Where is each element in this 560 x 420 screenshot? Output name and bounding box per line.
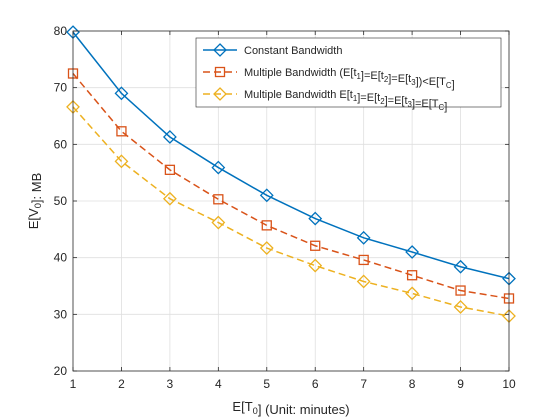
series-line: [72, 31, 510, 280]
legend-box: [195, 37, 502, 108]
x-tick-label: 4: [215, 377, 222, 391]
tick-labels: 1 2 3 4 5 6 7 8 9 10 20 30 40 50 60 70 80: [54, 24, 516, 391]
legend-label-2-part-2: ]=E[t: [385, 95, 408, 107]
data-point: [358, 254, 369, 266]
x-tick-label: 2: [118, 377, 125, 391]
data-point: [356, 274, 371, 289]
legend-label-1-part-4: ]: [452, 79, 455, 91]
y-axis-label-part-0: E[V: [26, 208, 41, 229]
series-line: [72, 106, 510, 317]
legend-label-1: Multiple Bandwidth (E[t1]=E[t2]=E[t3])<E…: [244, 67, 455, 91]
legend-label-2: Multiple Bandwidth E[t1]=E[t2]=E[t3]=E[T…: [244, 89, 447, 113]
legend-label-0-part-0: Constant Bandwidth: [244, 45, 342, 57]
data-point: [405, 286, 420, 301]
x-tick-label: 6: [312, 377, 319, 391]
legend-marker-1: [214, 66, 226, 78]
legend-label-2-part-1: ]=E[t: [357, 92, 380, 104]
data-point: [211, 215, 226, 230]
legend: Constant Bandwidth Multiple Bandwidth (E[…: [195, 37, 502, 113]
x-tick-label: 10: [502, 377, 516, 391]
y-tick-label: 20: [54, 364, 68, 378]
data-point: [213, 194, 224, 205]
legend-label-1-sub-1: 2: [384, 75, 388, 84]
data-point: [308, 258, 323, 273]
legend-marker-0: [213, 43, 227, 57]
legend-label-2-part-4: ]: [444, 101, 447, 113]
series-line: [72, 73, 510, 300]
y-tick-label: 60: [54, 137, 68, 151]
legend-label-2-part-3: ]=E[T: [412, 98, 439, 110]
ticks: [72, 30, 510, 372]
data-point: [114, 154, 129, 169]
data-point: [164, 164, 176, 175]
legend-label-2-sub-2: 3: [408, 100, 413, 109]
data-point: [453, 259, 468, 274]
legend-label-2-sub-3: C: [439, 103, 445, 112]
y-tick-label: 30: [54, 307, 68, 321]
x-tick-label: 3: [167, 377, 174, 391]
y-axis-label-sub-0: 0: [33, 203, 43, 208]
data-point: [356, 230, 371, 245]
series-1: [67, 68, 515, 304]
data-point: [310, 240, 321, 251]
legend-label-1-part-3: ])<E[T: [416, 76, 447, 88]
legend-label-2-part-0: Multiple Bandwidth E[t: [244, 89, 353, 101]
x-tick-label: 7: [360, 377, 367, 391]
legend-label-1-part-0: Multiple Bandwidth (E[t: [244, 67, 357, 79]
data-point: [116, 126, 127, 137]
legend-label-1-part-2: ]=E[t: [388, 73, 411, 85]
y-tick-label: 80: [54, 24, 68, 38]
data-point: [453, 300, 468, 314]
y-tick-label: 70: [54, 81, 68, 95]
legend-label-0: Constant Bandwidth: [244, 45, 342, 57]
data-point: [162, 130, 177, 144]
y-tick-label: 50: [54, 194, 68, 208]
legend-label-1-sub-0: 1: [357, 72, 362, 81]
legend-label-1-part-1: ]=E[t: [361, 70, 384, 82]
legend-label-2-sub-0: 1: [353, 94, 358, 103]
data-point: [261, 220, 272, 231]
x-axis-label-sub-0: 0: [253, 406, 258, 416]
legend-label-1-sub-2: 3: [411, 78, 416, 87]
data-point: [114, 86, 129, 101]
legend-marker-2: [213, 87, 227, 101]
legend-label-2-sub-1: 2: [380, 97, 384, 106]
data-point: [259, 241, 274, 255]
data-point: [406, 270, 418, 281]
data-point: [455, 285, 466, 296]
series-layer: [66, 25, 516, 323]
x-axis-label-part-0: E[T: [232, 399, 252, 414]
y-axis-label-part-1: ]: MB: [29, 173, 44, 203]
y-tick-label: 40: [54, 251, 68, 265]
x-tick-label: 5: [263, 377, 270, 391]
x-axis-label: E[T0] (Unit: minutes): [232, 399, 349, 417]
y-axis-label: E[V0]: MB: [26, 173, 44, 230]
data-point: [162, 191, 177, 206]
data-point: [259, 188, 274, 203]
x-tick-label: 8: [409, 377, 416, 391]
data-point: [308, 211, 323, 226]
data-point: [211, 160, 226, 175]
series-2: [66, 100, 516, 323]
x-axis-label-part-1: ] (Unit: minutes): [258, 402, 350, 417]
legend-label-1-sub-3: C: [446, 81, 452, 90]
x-tick-label: 1: [70, 377, 77, 391]
x-tick-label: 9: [457, 377, 464, 391]
data-point: [405, 245, 420, 259]
